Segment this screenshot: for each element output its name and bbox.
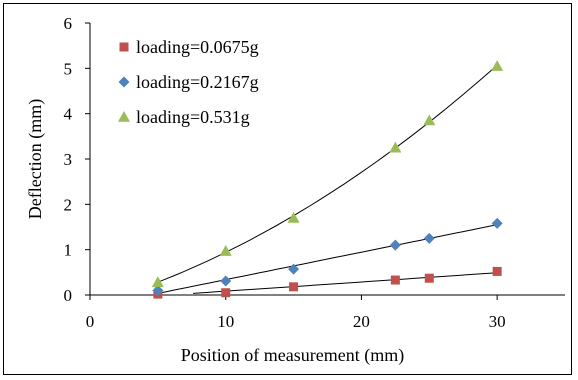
data-point-square (289, 282, 299, 292)
legend-marker-triangle (118, 111, 130, 122)
y-tick-label: 2 (64, 195, 73, 214)
data-point-square (390, 275, 400, 285)
legend-marker-square (119, 42, 129, 52)
data-point-diamond (423, 232, 435, 244)
y-tick-label: 4 (64, 105, 73, 124)
trendline-series-2 (157, 224, 498, 294)
legend-label: loading=0.0675g (136, 37, 259, 57)
legend: loading=0.0675g loading=0.2167g loading=0.… (118, 37, 259, 127)
data-point-square (492, 266, 502, 276)
data-point-diamond (220, 275, 232, 287)
y-tick-label: 0 (64, 286, 73, 305)
data-point-diamond (389, 239, 401, 251)
x-tick-label: 20 (353, 312, 370, 331)
trendline-series-3 (157, 64, 498, 283)
y-tick-label: 6 (64, 14, 73, 33)
x-tick-label: 10 (217, 312, 234, 331)
axes: 0 1 2 3 4 5 6 0 10 20 30 (64, 14, 565, 331)
data-point-triangle (219, 245, 232, 256)
y-tick-label: 1 (64, 241, 73, 260)
data-markers (151, 60, 504, 299)
data-point-square (221, 288, 231, 298)
legend-label: loading=0.531g (136, 107, 250, 127)
trendline-series-1 (193, 272, 498, 294)
chart-frame (3, 3, 572, 375)
data-point-triangle (423, 114, 436, 126)
data-point-diamond (491, 217, 503, 229)
trendlines (157, 64, 498, 294)
y-tick-label: 5 (64, 59, 73, 78)
data-point-square (424, 273, 434, 283)
data-point-triangle (151, 276, 164, 288)
x-tick-label: 30 (489, 312, 506, 331)
legend-marker-diamond (118, 76, 130, 88)
legend-label: loading=0.2167g (136, 72, 259, 92)
data-point-triangle (389, 141, 402, 153)
data-point-diamond (152, 284, 164, 296)
data-point-triangle (491, 60, 504, 71)
x-tick-label: 0 (86, 312, 95, 331)
data-point-diamond (288, 263, 300, 275)
y-axis-title: Deflection (mm) (25, 99, 46, 219)
data-point-triangle (287, 211, 300, 223)
x-axis-title: Position of measurement (mm) (181, 345, 404, 366)
y-tick-label: 3 (64, 150, 73, 169)
